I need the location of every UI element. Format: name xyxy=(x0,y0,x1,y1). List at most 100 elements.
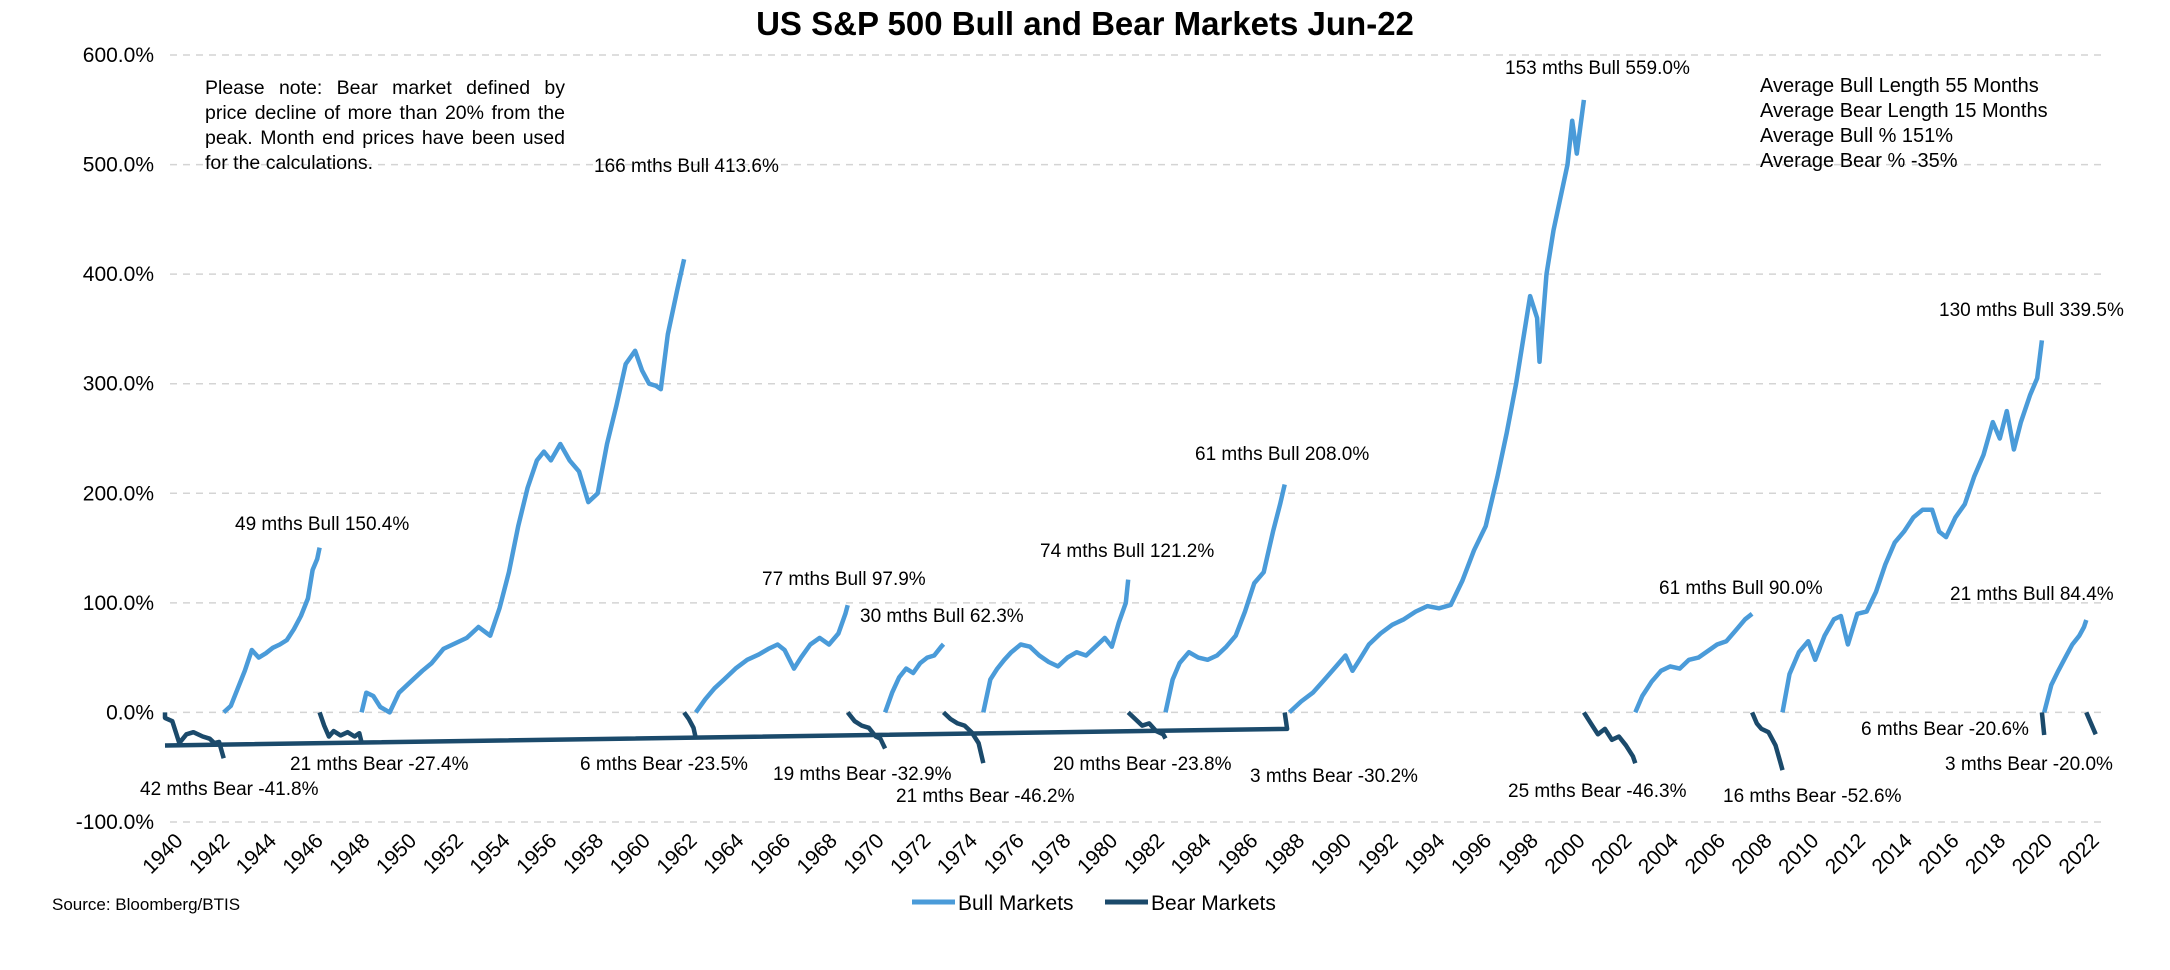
x-tick-label: 1962 xyxy=(652,829,701,878)
bear-market-line xyxy=(162,712,226,759)
bull-market-line xyxy=(882,642,946,714)
x-tick-label: 1960 xyxy=(606,829,655,878)
chart-title: US S&P 500 Bull and Bear Markets Jun-22 xyxy=(756,5,1414,42)
bull-market-line xyxy=(2042,619,2089,713)
source-note: Source: Bloomberg/BTIS xyxy=(52,895,241,914)
series-lines xyxy=(162,99,2098,771)
x-tick-label: 1988 xyxy=(1260,829,1309,878)
bull-market-label: 30 mths Bull 62.3% xyxy=(860,606,1024,627)
bear-market-label: 42 mths Bear -41.8% xyxy=(140,779,319,800)
bear-market-line xyxy=(1750,711,1785,771)
x-axis-ticks: 1940194219441946194819501952195419561958… xyxy=(138,829,2104,879)
x-tick-label: 1980 xyxy=(1073,829,1122,878)
x-tick-label: 1974 xyxy=(933,829,983,879)
x-tick-label: 1996 xyxy=(1447,829,1496,878)
x-tick-label: 2012 xyxy=(1821,829,1870,878)
x-tick-label: 1978 xyxy=(1026,829,1075,878)
gridlines xyxy=(170,54,2105,823)
y-tick-label: 600.0% xyxy=(83,44,154,67)
bull-market-label: 77 mths Bull 97.9% xyxy=(762,569,926,590)
bear-market-label: 20 mths Bear -23.8% xyxy=(1053,754,1232,775)
x-tick-label: 2018 xyxy=(1961,829,2010,878)
bear-market-line xyxy=(682,711,698,739)
x-tick-label: 2020 xyxy=(2008,829,2057,878)
bear-market-line xyxy=(2084,711,2098,736)
bull-market-label: 74 mths Bull 121.2% xyxy=(1040,541,1214,562)
bull-market-label: 153 mths Bull 559.0% xyxy=(1505,58,1690,79)
x-tick-label: 2002 xyxy=(1587,829,1636,878)
bull-market-label: 49 mths Bull 150.4% xyxy=(235,514,409,535)
stat-avg-bull-length: Average Bull Length 55 Months xyxy=(1760,75,2039,97)
bull-market-line xyxy=(981,579,1131,713)
x-tick-label: 2010 xyxy=(1774,829,1823,878)
bear-market-line xyxy=(2039,712,2047,736)
x-tick-label: 2008 xyxy=(1727,829,1776,878)
bear-market-label: 6 mths Bear -23.5% xyxy=(580,754,748,775)
x-tick-label: 1944 xyxy=(232,829,282,879)
x-tick-label: 2016 xyxy=(1914,829,1963,878)
legend-bull-label: Bull Markets xyxy=(958,892,1074,915)
x-tick-label: 2004 xyxy=(1634,829,1684,879)
x-tick-label: 1982 xyxy=(1120,829,1169,878)
x-tick-label: 1946 xyxy=(278,829,327,878)
bull-market-line xyxy=(1287,99,1587,715)
bear-market-label: 16 mths Bear -52.6% xyxy=(1723,786,1902,807)
bear-market-label: 6 mths Bear -20.6% xyxy=(1861,719,2029,740)
x-tick-label: 1994 xyxy=(1400,829,1450,879)
y-axis-ticks: 600.0% 500.0% 400.0% 300.0% 200.0% 100.0% 0.0%… xyxy=(76,44,154,834)
x-tick-label: 1984 xyxy=(1166,829,1216,879)
y-tick-label: 500.0% xyxy=(83,154,154,177)
bear-market-line xyxy=(845,710,888,750)
bear-market-line xyxy=(1582,711,1638,764)
x-tick-label: 1942 xyxy=(185,829,234,878)
legend: Bull Markets Bear Markets xyxy=(912,892,1276,915)
bear-market-label: 3 mths Bear -30.2% xyxy=(1250,766,1418,787)
x-tick-label: 1968 xyxy=(793,829,842,878)
x-tick-label: 1954 xyxy=(465,829,515,879)
bull-market-line xyxy=(222,547,322,715)
x-tick-label: 1998 xyxy=(1494,829,1543,878)
stat-avg-bear-pct: Average Bear % -35% xyxy=(1760,150,1958,172)
series-labels: 42 mths Bear -41.8% 49 mths Bull 150.4% 21… xyxy=(140,58,2124,807)
x-tick-label: 2006 xyxy=(1681,829,1730,878)
bull-market-line xyxy=(693,604,850,714)
x-tick-label: 2014 xyxy=(1868,829,1918,879)
x-tick-label: 1940 xyxy=(138,829,187,878)
bear-market-line xyxy=(1126,710,1168,740)
x-tick-label: 2000 xyxy=(1540,829,1589,878)
y-tick-label: 400.0% xyxy=(83,263,154,286)
y-tick-label: -100.0% xyxy=(76,811,154,834)
bull-market-label: 61 mths Bull 208.0% xyxy=(1195,444,1369,465)
bull-market-label: 130 mths Bull 339.5% xyxy=(1939,300,2124,321)
bear-definition-note: Please note: Bear market defined by pric… xyxy=(205,77,565,174)
bull-market-label: 61 mths Bull 90.0% xyxy=(1659,578,1823,599)
x-tick-label: 1958 xyxy=(559,829,608,878)
bear-market-line xyxy=(317,711,364,744)
x-tick-label: 1964 xyxy=(699,829,749,879)
bear-market-label: 25 mths Bear -46.3% xyxy=(1508,781,1687,802)
x-tick-label: 1972 xyxy=(886,829,935,878)
x-tick-label: 1950 xyxy=(372,829,421,878)
bull-market-line xyxy=(359,258,687,715)
x-tick-label: 1992 xyxy=(1353,829,1402,878)
bull-market-label: 21 mths Bull 84.4% xyxy=(1950,584,2114,605)
average-stats: Average Bull Length 55 Months Average Be… xyxy=(1760,75,2048,172)
bull-market-label: 166 mths Bull 413.6% xyxy=(594,156,779,177)
x-tick-label: 1970 xyxy=(839,829,888,878)
y-tick-label: 300.0% xyxy=(83,373,154,396)
x-tick-label: 2022 xyxy=(2055,829,2104,878)
legend-bear-label: Bear Markets xyxy=(1151,892,1276,915)
x-tick-label: 1990 xyxy=(1307,829,1356,878)
bull-market-line xyxy=(1163,483,1287,713)
y-tick-label: 200.0% xyxy=(83,482,154,505)
x-tick-label: 1976 xyxy=(980,829,1029,878)
x-tick-label: 1948 xyxy=(325,829,374,878)
x-tick-label: 1956 xyxy=(512,829,561,878)
bear-market-label: 21 mths Bear -46.2% xyxy=(896,786,1075,807)
x-tick-label: 1986 xyxy=(1213,829,1262,878)
bear-market-label: 3 mths Bear -20.0% xyxy=(1945,754,2113,775)
x-tick-label: 1966 xyxy=(746,829,795,878)
y-tick-label: 100.0% xyxy=(83,592,154,615)
bear-market-label: 19 mths Bear -32.9% xyxy=(773,764,952,785)
